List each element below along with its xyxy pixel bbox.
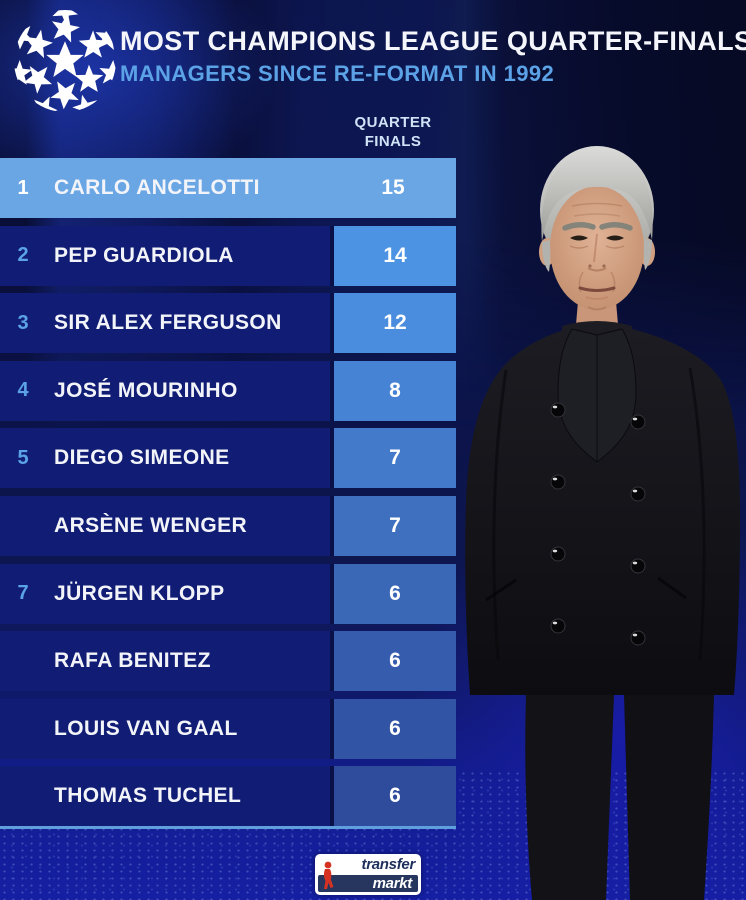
table-row: THOMAS TUCHEL 6 (0, 766, 456, 827)
transfermarkt-player-icon (323, 861, 334, 889)
table-row: RAFA BENITEZ 6 (0, 631, 456, 692)
table-row: LOUIS VAN GAAL 6 (0, 698, 456, 759)
page-title: MOST CHAMPIONS LEAGUE QUARTER-FINALS (120, 26, 746, 56)
quarter-finals-count-cell: 15 (330, 158, 456, 218)
table-row: 4 JOSÉ MOURINHO 8 (0, 360, 456, 421)
rank-cell: 7 (17, 582, 29, 605)
quarter-finals-count-cell: 7 (330, 428, 456, 489)
quarter-finals-count-cell: 14 (330, 225, 456, 286)
table-row: ARSÈNE WENGER 7 (0, 495, 456, 556)
quarter-finals-count-cell: 6 (330, 698, 456, 759)
rank-cell: 4 (17, 379, 29, 402)
manager-name-cell: DIEGO SIMEONE (54, 446, 230, 470)
manager-name-cell: JOSÉ MOURINHO (54, 378, 238, 402)
column-header-line2: FINALS (364, 133, 422, 150)
table-row: 7 JÜRGEN KLOPP 6 (0, 563, 456, 624)
manager-name-cell: PEP GUARDIOLA (54, 243, 234, 267)
manager-photo (465, 146, 740, 900)
manager-name-cell: JÜRGEN KLOPP (54, 581, 225, 605)
transfermarkt-wordmark-bottom: markt (318, 875, 418, 892)
quarter-finals-count-cell: 6 (330, 563, 456, 624)
quarter-finals-count-cell: 8 (330, 360, 456, 421)
rank-cell: 2 (17, 244, 29, 267)
rank-cell: 1 (17, 176, 29, 199)
manager-name-cell: ARSÈNE WENGER (54, 513, 248, 537)
table-row: 3 SIR ALEX FERGUSON 12 (0, 293, 456, 354)
transfermarkt-wordmark-top: transfer (361, 856, 416, 873)
champions-league-starball-icon (14, 10, 116, 112)
table-underline (0, 826, 456, 829)
quarter-finals-count-cell: 7 (330, 495, 456, 556)
column-header-quarter-finals: QUARTER FINALS (330, 113, 456, 151)
page-subtitle: MANAGERS SINCE RE-FORMAT IN 1992 (120, 61, 555, 86)
manager-name-cell: SIR ALEX FERGUSON (54, 311, 282, 335)
column-header-line1: QUARTER (354, 114, 432, 131)
coat-buttons (550, 402, 646, 646)
table-row: 5 DIEGO SIMEONE 7 (0, 428, 456, 489)
table-row: 2 PEP GUARDIOLA 14 (0, 225, 456, 286)
manager-name-cell: THOMAS TUCHEL (54, 784, 242, 808)
manager-name-cell: LOUIS VAN GAAL (54, 716, 238, 740)
quarter-finals-count-cell: 6 (330, 631, 456, 692)
table-row: 1 CARLO ANCELOTTI 15 (0, 158, 456, 218)
quarter-finals-count-cell: 12 (330, 293, 456, 354)
quarter-finals-count-cell: 6 (330, 766, 456, 827)
rank-cell: 3 (17, 311, 29, 334)
ranking-table: 1 CARLO ANCELOTTI 15 2 PEP GUARDIOLA 1 4 … (0, 158, 456, 827)
manager-name-cell: RAFA BENITEZ (54, 649, 211, 673)
transfermarkt-logo: transfer markt (315, 854, 421, 895)
manager-name-cell: CARLO ANCELOTTI (54, 176, 260, 199)
rank-cell: 5 (17, 446, 29, 469)
